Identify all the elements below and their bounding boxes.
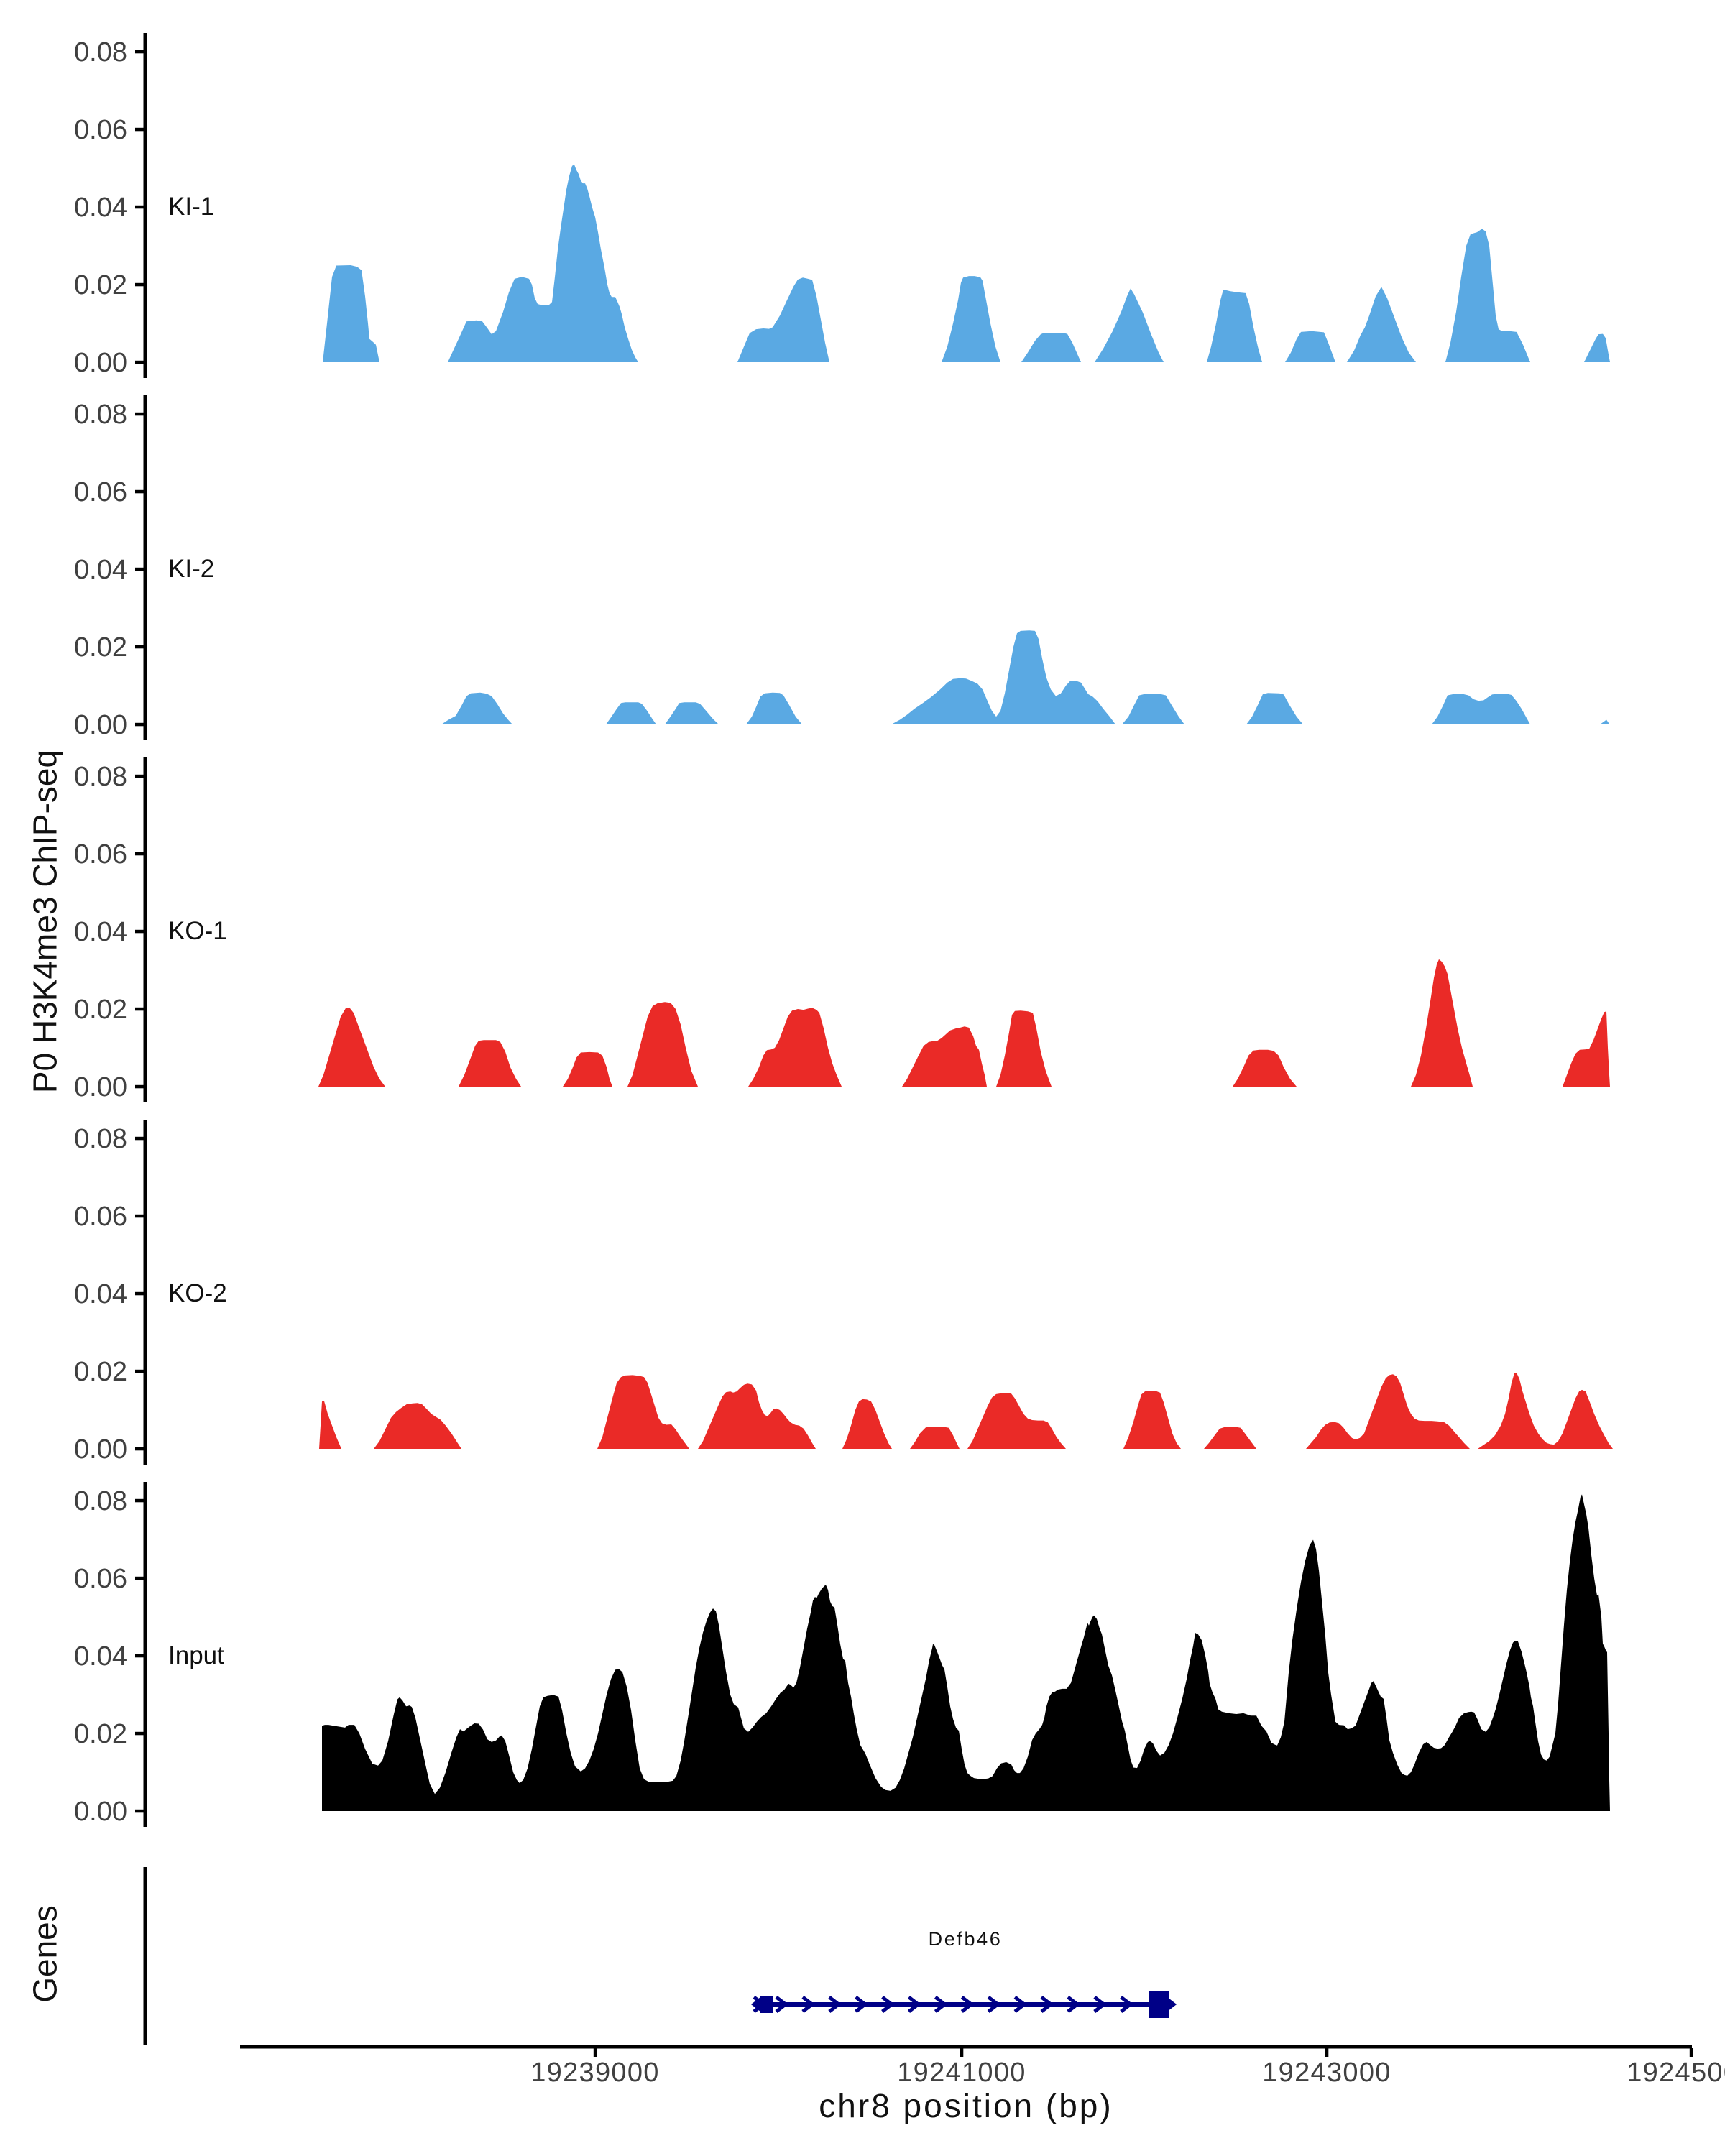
svg-text:0.08: 0.08	[74, 762, 127, 792]
svg-text:0.00: 0.00	[74, 1797, 127, 1827]
svg-text:KI-2: KI-2	[168, 555, 214, 583]
svg-text:Genes: Genes	[27, 1905, 64, 2003]
svg-text:0.08: 0.08	[74, 1486, 127, 1516]
svg-text:0.06: 0.06	[74, 839, 127, 870]
svg-text:KI-1: KI-1	[168, 193, 214, 221]
svg-text:0.02: 0.02	[74, 270, 127, 300]
svg-text:chr8 position (bp): chr8 position (bp)	[819, 2087, 1113, 2124]
svg-text:0.08: 0.08	[74, 37, 127, 68]
svg-text:0.00: 0.00	[74, 348, 127, 378]
svg-text:KO-1: KO-1	[168, 917, 227, 945]
svg-text:19239000: 19239000	[530, 2058, 659, 2088]
svg-text:0.02: 0.02	[74, 1357, 127, 1387]
svg-text:0.04: 0.04	[74, 917, 127, 947]
svg-text:0.00: 0.00	[74, 1072, 127, 1102]
svg-text:KO-2: KO-2	[168, 1279, 227, 1307]
svg-text:0.04: 0.04	[74, 1641, 127, 1672]
svg-text:0.06: 0.06	[74, 477, 127, 507]
svg-text:0.06: 0.06	[74, 1202, 127, 1232]
svg-text:0.08: 0.08	[74, 400, 127, 430]
svg-text:0.00: 0.00	[74, 710, 127, 740]
svg-text:0.04: 0.04	[74, 193, 127, 223]
svg-text:0.02: 0.02	[74, 1719, 127, 1749]
svg-text:19241000: 19241000	[897, 2058, 1026, 2088]
svg-text:Defb46: Defb46	[929, 1928, 1003, 1950]
svg-text:0.04: 0.04	[74, 1279, 127, 1309]
svg-text:0.00: 0.00	[74, 1434, 127, 1465]
svg-text:0.02: 0.02	[74, 995, 127, 1025]
svg-text:0.06: 0.06	[74, 1564, 127, 1594]
svg-text:0.08: 0.08	[74, 1124, 127, 1154]
svg-text:0.02: 0.02	[74, 632, 127, 663]
svg-text:0.06: 0.06	[74, 115, 127, 145]
svg-text:19243000: 19243000	[1262, 2058, 1391, 2088]
svg-text:19245000: 19245000	[1627, 2058, 1725, 2088]
svg-text:P0 H3K4me3 ChIP-seq: P0 H3K4me3 ChIP-seq	[27, 750, 64, 1093]
svg-text:0.04: 0.04	[74, 555, 127, 585]
svg-text:Input: Input	[168, 1641, 224, 1669]
